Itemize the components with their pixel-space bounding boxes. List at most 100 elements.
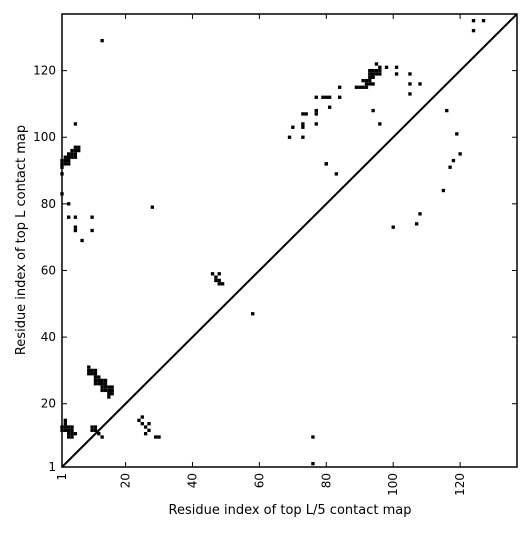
contact-point (311, 435, 315, 439)
contact-point (358, 85, 362, 89)
contact-point (87, 368, 91, 373)
contact-point (217, 282, 221, 286)
contact-point (418, 212, 422, 216)
contact-point (73, 122, 78, 126)
contact-point (107, 388, 111, 393)
y-tick-label: 60 (41, 263, 56, 277)
contact-point (63, 155, 68, 159)
contact-point (90, 428, 94, 433)
contact-point (324, 162, 328, 166)
contact-point (354, 85, 359, 89)
contact-point (107, 395, 111, 399)
contact-point (408, 82, 412, 86)
contact-point (391, 225, 395, 229)
y-axis-label: Residue index of top L contact map (14, 125, 29, 355)
contact-point (97, 375, 101, 379)
contact-point (100, 435, 104, 439)
contact-point (93, 368, 98, 373)
contact-point (441, 188, 446, 193)
contact-point (304, 112, 308, 116)
contact-point (70, 152, 74, 156)
contact-point (67, 155, 71, 159)
contact-point (301, 122, 305, 126)
contact-point (70, 155, 74, 159)
x-tick-label: 120 (453, 473, 467, 496)
contact-point (481, 19, 486, 23)
contact-point (364, 85, 369, 89)
contact-point (93, 425, 98, 429)
contact-point (368, 82, 372, 86)
contact-point (324, 95, 328, 99)
contact-point (110, 388, 114, 393)
contact-marks-layer (60, 19, 486, 466)
contact-point (338, 85, 342, 89)
contact-point (67, 162, 71, 166)
y-tick-label: 1 (48, 460, 56, 474)
contact-point (314, 122, 318, 126)
contact-point (378, 65, 382, 69)
contact-point (210, 272, 215, 276)
contact-point (67, 425, 71, 429)
contact-point (107, 385, 111, 389)
contact-point (87, 372, 91, 376)
contact-point (150, 205, 155, 209)
contact-point (73, 148, 78, 153)
contact-point (143, 425, 148, 429)
contact-point (107, 392, 111, 396)
contact-point (97, 378, 101, 383)
contact-point (378, 122, 382, 126)
x-tick-label: 1 (55, 473, 69, 481)
y-tick-label: 100 (33, 130, 56, 144)
contact-point (90, 368, 94, 373)
contact-point (408, 92, 412, 96)
contact-point (63, 158, 68, 163)
contact-point (90, 228, 94, 233)
x-tick-label: 40 (185, 473, 199, 488)
contact-point (301, 135, 305, 139)
contact-point (70, 435, 74, 439)
x-tick-label: 80 (319, 473, 333, 488)
contact-point (73, 228, 78, 233)
contact-point (368, 72, 372, 76)
contact-point (301, 125, 305, 129)
x-tick-label: 100 (386, 473, 400, 496)
contact-point (97, 432, 101, 436)
contact-point (147, 422, 151, 426)
y-tick-label: 40 (41, 330, 56, 344)
contact-point (103, 382, 108, 386)
contact-point (287, 135, 292, 139)
contact-point (93, 375, 98, 379)
contact-point (368, 68, 372, 73)
contact-point (110, 385, 114, 389)
contact-point (371, 72, 375, 76)
contact-point (90, 425, 94, 429)
contact-point (321, 95, 325, 99)
y-tick-label: 120 (33, 64, 56, 78)
contact-point (311, 462, 315, 466)
contact-point (301, 112, 305, 116)
contact-point (361, 78, 365, 83)
contact-point (214, 278, 218, 283)
contact-point (371, 108, 375, 113)
contact-point (93, 378, 98, 383)
contact-point (93, 428, 98, 433)
contact-point (371, 68, 375, 73)
contact-point (73, 215, 78, 219)
contact-point (471, 28, 476, 33)
contact-point (90, 215, 94, 219)
contact-point (97, 382, 101, 386)
contact-point (100, 385, 104, 389)
contact-point (63, 162, 68, 166)
contact-point (314, 95, 318, 99)
contact-point (143, 432, 148, 436)
contact-point (371, 75, 375, 79)
contact-point (67, 215, 71, 219)
contact-point (458, 152, 462, 156)
contact-point (67, 428, 71, 433)
contact-point (73, 145, 78, 149)
contact-point (378, 72, 382, 76)
contact-point (80, 238, 84, 243)
contact-point (73, 432, 78, 436)
